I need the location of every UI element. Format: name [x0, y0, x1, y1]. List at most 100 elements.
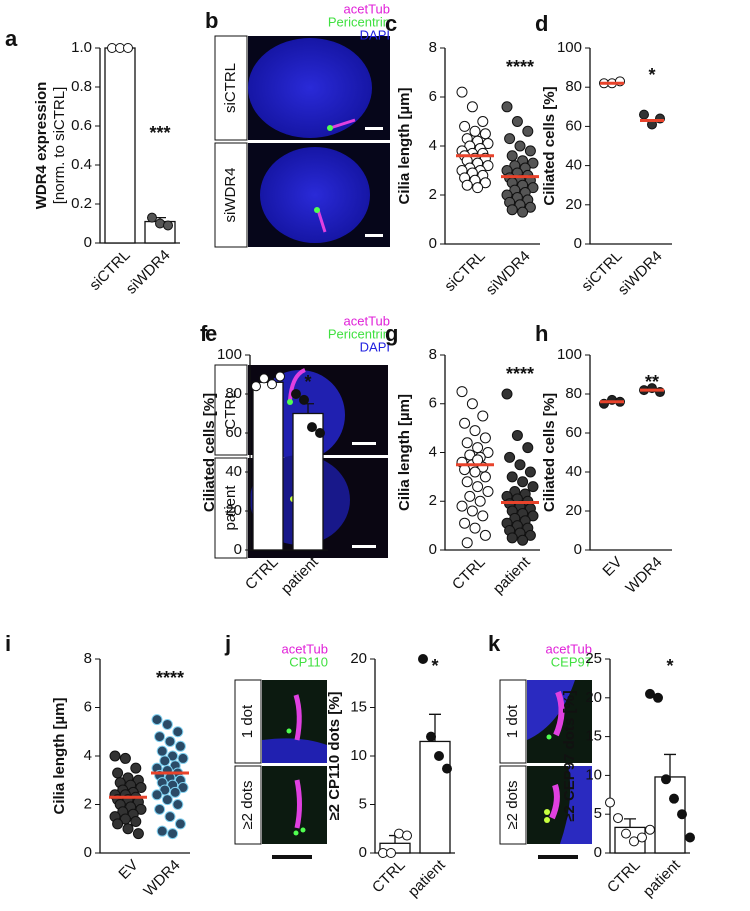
data-point [469, 125, 481, 137]
row-label: patient [222, 485, 239, 531]
y-tick-label: 0.6 [71, 117, 92, 134]
data-point [259, 373, 269, 384]
data-point [474, 495, 486, 507]
data-point [669, 793, 679, 804]
data-point [522, 442, 534, 454]
y-tick-label: 8 [429, 39, 437, 56]
y-tick-label: 2 [429, 492, 437, 509]
data-point [524, 466, 536, 478]
bar [104, 47, 136, 244]
row-label: siWDR4 [222, 168, 239, 223]
significance: * [304, 372, 311, 392]
data-point [466, 101, 478, 113]
data-point [112, 818, 124, 830]
data-point [517, 206, 529, 218]
data-point [461, 437, 473, 449]
data-point [506, 471, 518, 483]
data-point [154, 803, 166, 815]
data-point [456, 386, 468, 398]
y-tick-label: 10 [585, 766, 602, 783]
x-tick-label: EV [115, 857, 141, 883]
data-point [527, 182, 539, 194]
y-tick-label: 0.8 [71, 78, 92, 95]
data-point [653, 692, 663, 703]
row-label-box [214, 364, 248, 456]
data-point [514, 140, 526, 152]
y-tick-label: 20 [565, 502, 582, 519]
data-point [307, 422, 317, 433]
row-label-box [234, 679, 262, 764]
y-tick-label: 0.2 [71, 195, 92, 212]
data-point [511, 429, 523, 441]
data-point [161, 718, 173, 730]
panel-letter: h [535, 321, 548, 346]
panel-letter: g [385, 321, 398, 346]
y-tick-label: 15 [350, 698, 367, 715]
data-point [466, 505, 478, 517]
bar [252, 381, 284, 551]
y-tick-label: 1.0 [71, 39, 92, 56]
x-tick-label: CTRL [604, 857, 644, 897]
y-tick-label: 80 [565, 385, 582, 402]
nucleus [262, 738, 327, 763]
scale-bar [272, 855, 312, 859]
scale-bar [365, 234, 383, 237]
data-point [456, 500, 468, 512]
data-point [172, 799, 184, 810]
panel-letter: e [205, 321, 217, 346]
data-point [501, 101, 513, 113]
cilium [288, 368, 306, 401]
y-tick-label: 60 [565, 424, 582, 441]
x-tick-label: CTRL [242, 554, 282, 594]
data-point [123, 43, 133, 53]
y-tick-label: 0 [594, 844, 602, 861]
y-tick-label: 0 [359, 844, 367, 861]
x-tick-label: CTRL [369, 857, 409, 897]
data-point [147, 212, 157, 223]
data-point [177, 782, 189, 794]
x-tick-label: WDR4 [140, 857, 183, 900]
data-point [527, 157, 539, 169]
data-point [109, 750, 121, 762]
bar [419, 740, 451, 854]
data-point [151, 714, 163, 726]
row-label: 1 dot [239, 704, 256, 738]
x-tick-label: siWDR4 [615, 248, 666, 299]
cilium [549, 784, 560, 820]
data-point [504, 451, 516, 463]
y-tick-label: 80 [565, 78, 582, 95]
row-label-box [499, 765, 527, 845]
y-tick-label: 0 [574, 235, 582, 252]
data-point [442, 763, 452, 774]
panel-letter: f [200, 321, 208, 346]
scale-bar [352, 545, 376, 548]
x-tick-label: patient [405, 856, 449, 900]
error-bar [624, 818, 636, 828]
x-tick-label: siWDR4 [123, 247, 174, 298]
data-point [482, 447, 494, 458]
cilium [316, 209, 327, 233]
data-point [522, 125, 534, 137]
data-point [613, 813, 623, 824]
dot [544, 809, 550, 815]
bar [654, 776, 686, 854]
y-tick-label: 0 [574, 541, 582, 558]
data-point [122, 823, 134, 835]
y-tick-label: 4 [84, 747, 92, 764]
centrosome [314, 207, 320, 213]
significance: * [666, 656, 673, 676]
y-tick-label: 15 [585, 728, 602, 745]
y-tick-label: 100 [217, 346, 242, 363]
data-point [156, 745, 168, 757]
row-label-box [214, 142, 248, 248]
data-point [514, 459, 526, 471]
row-label: ≥2 dots [504, 780, 521, 829]
scale-bar [538, 855, 578, 859]
row-label: 1 dot [504, 704, 521, 738]
row-label-box [499, 679, 527, 764]
error-bar [664, 753, 676, 777]
data-point [605, 797, 615, 808]
x-tick-label: patient [278, 553, 322, 597]
data-point [479, 177, 491, 189]
y-tick-label: 60 [225, 424, 242, 441]
